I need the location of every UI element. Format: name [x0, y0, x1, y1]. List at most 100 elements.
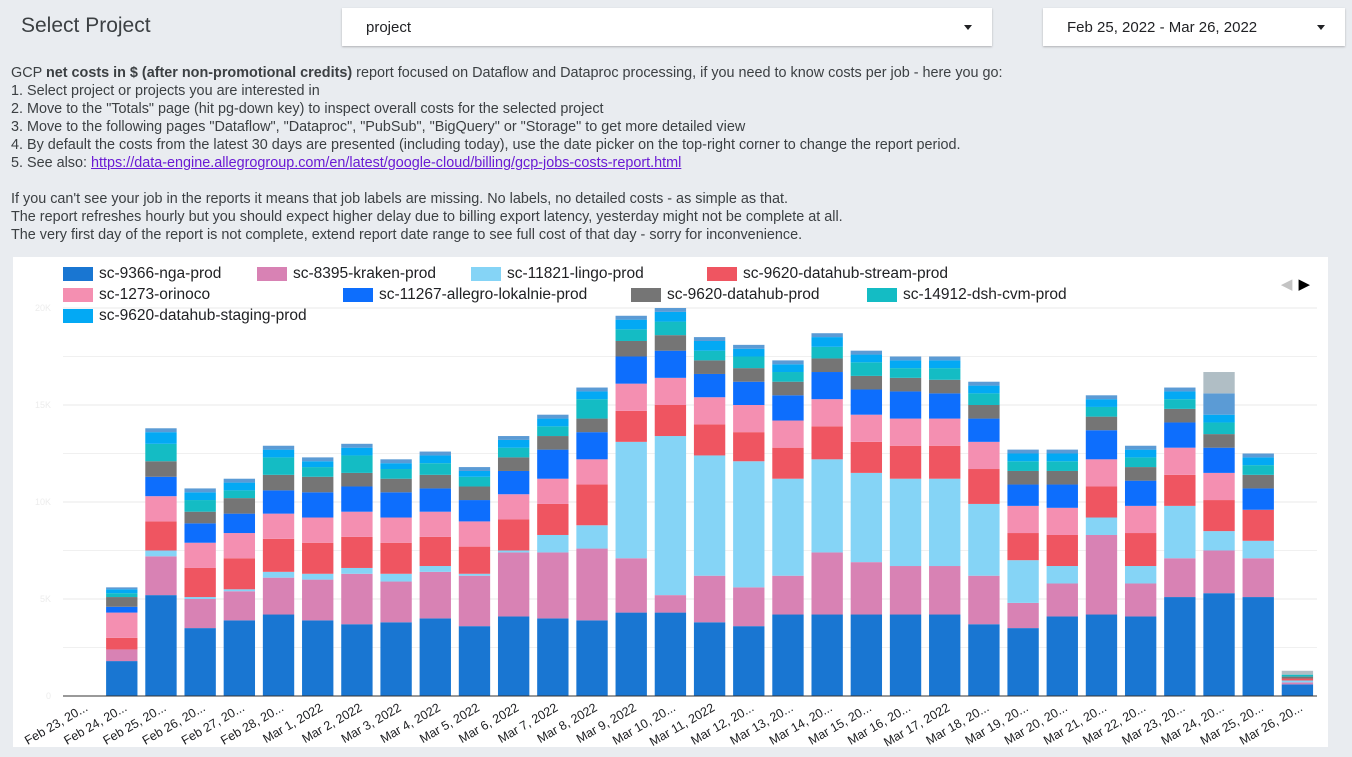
bar-segment[interactable]: [615, 558, 647, 613]
bar-segment[interactable]: [654, 350, 687, 378]
bar-segment[interactable]: [654, 335, 687, 351]
bar-segment[interactable]: [968, 385, 1000, 394]
bar-segment[interactable]: [1164, 474, 1196, 506]
bar-segment[interactable]: [654, 321, 687, 336]
bar-segment[interactable]: [537, 436, 569, 450]
bar-segment[interactable]: [380, 542, 412, 574]
bar-segment[interactable]: [497, 470, 530, 495]
bar-segment[interactable]: [262, 490, 295, 514]
bar-segment[interactable]: [145, 443, 177, 462]
bar-segment[interactable]: [419, 618, 451, 696]
bar-segment[interactable]: [1007, 461, 1039, 471]
bar-segment[interactable]: [341, 573, 373, 625]
bar-segment[interactable]: [772, 381, 804, 396]
bar-segment[interactable]: [576, 459, 608, 485]
bar-segment[interactable]: [968, 441, 1000, 470]
bar-segment[interactable]: [576, 484, 608, 526]
bar-segment[interactable]: [1085, 399, 1118, 407]
bar-segment[interactable]: [497, 519, 530, 551]
bar-segment[interactable]: [693, 455, 726, 576]
bar-segment[interactable]: [106, 589, 138, 594]
bar-segment[interactable]: [458, 500, 491, 522]
bar-segment[interactable]: [1085, 517, 1118, 535]
bar-segment[interactable]: [1007, 602, 1039, 629]
bar-segment[interactable]: [419, 536, 451, 567]
bar-segment[interactable]: [537, 478, 569, 504]
bar-segment[interactable]: [184, 488, 216, 493]
bar-segment[interactable]: [615, 383, 647, 411]
bar-segment[interactable]: [1242, 488, 1274, 510]
bar-segment[interactable]: [929, 566, 961, 615]
bar-segment[interactable]: [380, 581, 412, 623]
bar-segment[interactable]: [145, 432, 177, 444]
bar-segment[interactable]: [576, 525, 608, 549]
bar-segment[interactable]: [733, 461, 765, 588]
bar-segment[interactable]: [380, 517, 412, 543]
bar-segment[interactable]: [693, 360, 726, 374]
bar-segment[interactable]: [811, 614, 843, 696]
bar-segment[interactable]: [889, 566, 922, 615]
bar-segment[interactable]: [145, 476, 177, 497]
bar-segment[interactable]: [1085, 430, 1118, 460]
bar-segment[interactable]: [850, 375, 883, 390]
bar-segment[interactable]: [772, 360, 804, 365]
bar-segment[interactable]: [262, 614, 295, 696]
bar-segment[interactable]: [302, 579, 334, 621]
bar-segment[interactable]: [811, 337, 843, 347]
bar-segment[interactable]: [772, 364, 804, 373]
bar-segment[interactable]: [537, 618, 569, 696]
bar-segment[interactable]: [1007, 449, 1039, 454]
bar-segment[interactable]: [1124, 467, 1157, 481]
bar-segment[interactable]: [341, 624, 373, 696]
bar-segment[interactable]: [1281, 680, 1314, 683]
bar-segment[interactable]: [811, 399, 843, 427]
bar-segment[interactable]: [1203, 422, 1235, 435]
bar-segment[interactable]: [1124, 505, 1157, 534]
bar-segment[interactable]: [1007, 628, 1039, 696]
legend-next-icon[interactable]: ▶: [1298, 276, 1310, 293]
bar-segment[interactable]: [537, 534, 569, 553]
bar-segment[interactable]: [1203, 447, 1235, 473]
bar-segment[interactable]: [615, 441, 647, 559]
bar-segment[interactable]: [1085, 614, 1118, 696]
bar-segment[interactable]: [1007, 560, 1039, 603]
bar-segment[interactable]: [733, 356, 765, 369]
bar-segment[interactable]: [458, 626, 491, 696]
bar-segment[interactable]: [106, 597, 138, 607]
bar-segment[interactable]: [1124, 457, 1157, 468]
bar-segment[interactable]: [654, 595, 687, 613]
bar-segment[interactable]: [262, 538, 295, 572]
bar-segment[interactable]: [262, 474, 295, 491]
bar-segment[interactable]: [1242, 457, 1274, 466]
bar-segment[interactable]: [145, 428, 177, 433]
date-range-picker[interactable]: Feb 25, 2022 - Mar 26, 2022: [1043, 8, 1345, 46]
bar-segment[interactable]: [223, 558, 256, 590]
bar-segment[interactable]: [1281, 674, 1314, 677]
legend-item[interactable]: sc-8395-kraken-prod: [257, 265, 471, 282]
bar-segment[interactable]: [1124, 480, 1157, 506]
bar-segment[interactable]: [1085, 406, 1118, 417]
bar-segment[interactable]: [1046, 583, 1078, 617]
bar-segment[interactable]: [302, 467, 334, 477]
legend-item[interactable]: sc-14912-dsh-cvm-prod: [867, 286, 1103, 303]
bar-segment[interactable]: [1164, 558, 1196, 598]
bar-segment[interactable]: [145, 496, 177, 522]
bar-segment[interactable]: [497, 439, 530, 448]
bar-segment[interactable]: [223, 533, 256, 559]
bar-segment[interactable]: [929, 368, 961, 380]
bar-segment[interactable]: [615, 340, 647, 357]
bar-segment[interactable]: [772, 395, 804, 421]
bar-segment[interactable]: [850, 562, 883, 615]
bar-segment[interactable]: [341, 472, 373, 487]
bar-segment[interactable]: [693, 622, 726, 696]
bar-segment[interactable]: [1164, 387, 1196, 392]
bar-segment[interactable]: [497, 552, 530, 617]
bar-segment[interactable]: [850, 472, 883, 563]
bar-segment[interactable]: [302, 517, 334, 543]
bar-segment[interactable]: [576, 418, 608, 433]
bar-segment[interactable]: [106, 587, 138, 590]
bar-segment[interactable]: [811, 552, 843, 615]
bar-segment[interactable]: [654, 311, 687, 322]
legend-item[interactable]: sc-9366-nga-prod: [63, 265, 257, 282]
bar-segment[interactable]: [458, 573, 491, 576]
